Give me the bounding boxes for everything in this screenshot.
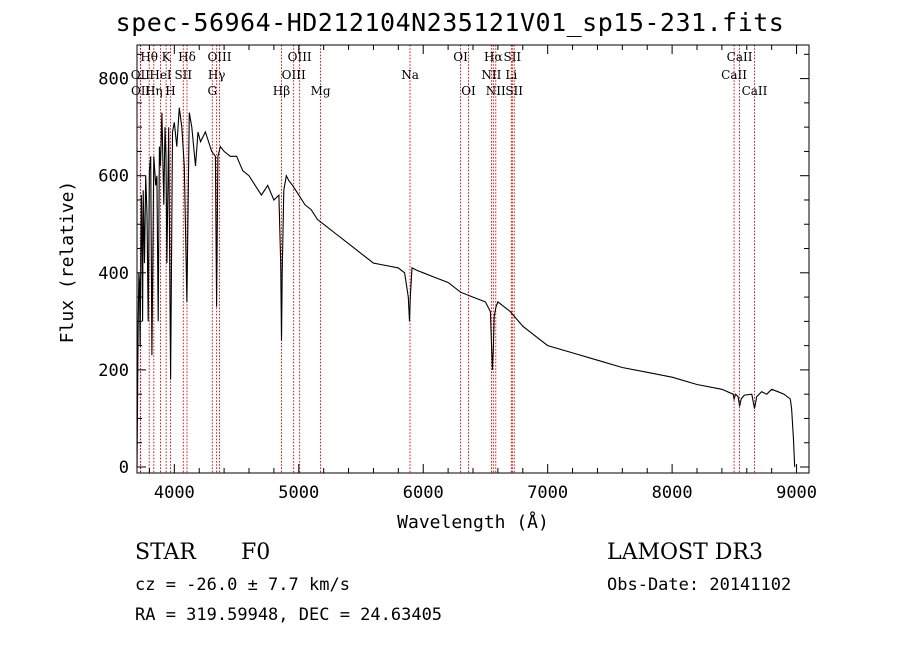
line-label-oiii: OIII <box>288 50 312 64</box>
line-label-sii: SII <box>505 84 523 98</box>
line-label-hei: HeI <box>149 68 172 82</box>
line-label-oii: OII <box>131 84 151 98</box>
line-label-oi: OI <box>453 50 468 64</box>
plot-frame <box>136 44 810 474</box>
x-tick-label: 5000 <box>278 483 319 503</box>
line-label-nii: NII <box>481 68 501 82</box>
y-tick-label: 600 <box>98 167 129 187</box>
spectral-line-markers <box>139 45 755 473</box>
line-label-hδ: Hδ <box>178 50 196 64</box>
chart-title: spec-56964-HD212104N235121V01_sp15-231.f… <box>115 8 785 37</box>
spectrum-series <box>136 107 796 468</box>
line-label-sii: SII <box>503 50 521 64</box>
line-label-caii: CaII <box>727 50 753 64</box>
y-tick-label: 200 <box>98 361 129 381</box>
coordinates-readout: RA = 319.59948, DEC = 24.63405 <box>135 605 443 625</box>
line-label-oiii: OIII <box>282 68 306 82</box>
x-tick-label: 4000 <box>154 483 195 503</box>
line-label-na: Na <box>401 68 419 82</box>
survey-name: LAMOST DR3 <box>607 540 763 565</box>
y-tick-label: 0 <box>119 458 129 478</box>
x-axis-label: Wavelength (Å) <box>397 511 549 533</box>
line-label-g: G <box>207 84 217 98</box>
line-label-caii: CaII <box>742 84 768 98</box>
y-axis-label: Flux (relative) <box>57 181 78 344</box>
y-tick-label: 400 <box>98 264 129 284</box>
line-label-hα: Hα <box>484 50 503 64</box>
x-tick-label: 6000 <box>403 483 444 503</box>
line-label-hγ: Hγ <box>208 68 226 82</box>
observation-date: Obs-Date: 20141102 <box>607 575 792 595</box>
line-label-mg: Mg <box>311 84 331 98</box>
line-label-li: Li <box>505 68 517 82</box>
y-tick-label: 800 <box>98 70 129 90</box>
line-label-hβ: Hβ <box>273 84 290 98</box>
line-label-oiii: OIII <box>207 50 231 64</box>
line-label-oii: OII <box>131 68 151 82</box>
line-label-nii: NII <box>486 84 506 98</box>
object-class: STAR <box>135 540 196 565</box>
redshift-readout: cz = -26.0 ± 7.7 km/s <box>135 575 350 595</box>
line-label-sii: SII <box>174 68 192 82</box>
x-tick-label: 8000 <box>652 483 693 503</box>
line-label-k: K <box>162 50 172 64</box>
line-label-oi: OI <box>461 84 476 98</box>
line-label-caii: CaII <box>721 68 747 82</box>
line-label-hη: Hη <box>145 84 163 98</box>
axis-ticks: 4000 5000 6000 7000 8000 9000 0 200 400 600 800 <box>98 45 817 503</box>
object-subclass: F0 <box>241 540 271 565</box>
line-label-hθ: Hθ <box>140 50 158 64</box>
x-tick-label: 9000 <box>776 483 817 503</box>
line-label-h: H <box>165 84 175 98</box>
x-tick-label: 7000 <box>527 483 568 503</box>
spectral-line-labels: OII OII Hθ Hη HeI K H SII Hδ Hγ G OIII Hβ OIII OIII Mg N… <box>131 50 768 98</box>
